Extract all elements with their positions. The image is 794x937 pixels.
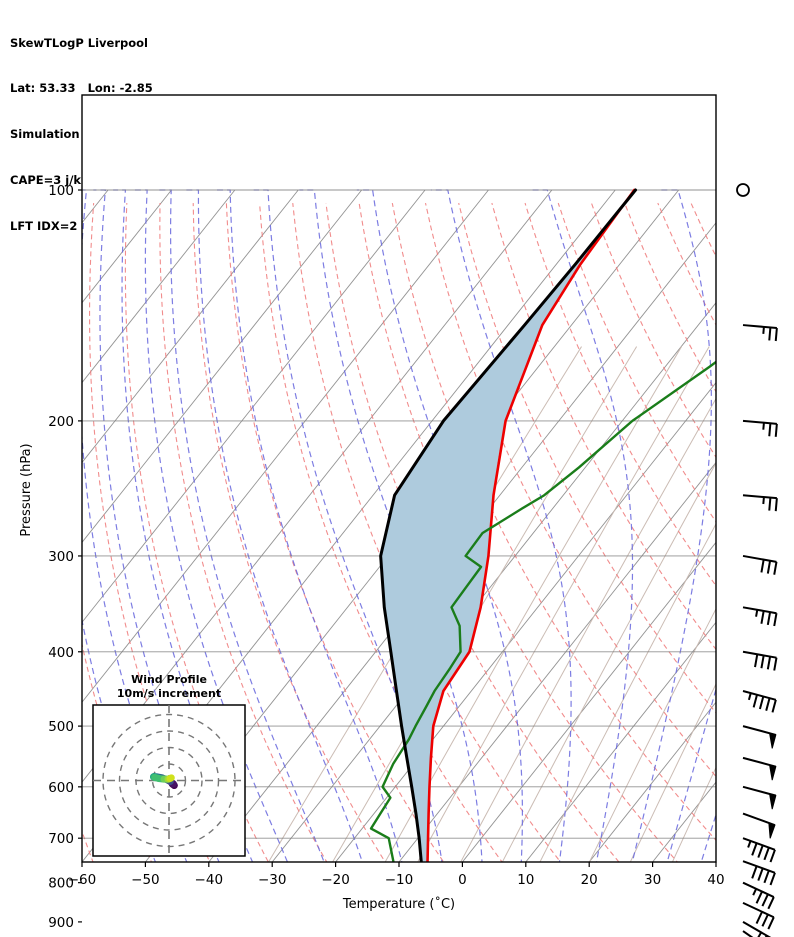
- wind-barb: [742, 725, 777, 749]
- pressure-tick-label: 300: [48, 549, 74, 565]
- pressure-tick-label: 800: [48, 876, 74, 892]
- pressure-axis: 1002003004005006007008009001000: [48, 183, 82, 931]
- wind-barb: [742, 324, 778, 342]
- temperature-tick-label: −50: [131, 872, 160, 888]
- cape-shaded-area: [380, 199, 628, 862]
- pressure-tick-label: 600: [48, 780, 74, 796]
- temperature-tick-label: −20: [321, 872, 350, 888]
- wind-barb: [742, 756, 777, 781]
- temperature-tick-label: 20: [581, 872, 598, 888]
- temperature-axis: −60 −50 −40 −30 −20 −10 0 10 20 30 40: [68, 862, 725, 888]
- temperature-tick-label: 10: [517, 872, 534, 888]
- temperature-tick-label: 40: [707, 872, 724, 888]
- y-axis-label: Pressure (hPa): [19, 443, 34, 536]
- temperature-tick-label: 0: [458, 872, 467, 888]
- wind-profile-title-line1: Wind Profile: [131, 673, 207, 686]
- temperature-tick-label: −10: [385, 872, 414, 888]
- wind-barb: [742, 419, 778, 437]
- pressure-tick-label: 400: [48, 645, 74, 661]
- header-line-title: SkewTLogP Liverpool: [10, 35, 148, 50]
- wind-barbs: [736, 183, 778, 937]
- wind-barb: [742, 860, 776, 886]
- pressure-tick-label: 200: [48, 414, 74, 430]
- wind-barb: [742, 690, 777, 713]
- wind-barb: [742, 930, 754, 937]
- wind-barb: [742, 812, 776, 839]
- hodograph-content: [93, 705, 245, 856]
- wind-barb: [742, 785, 777, 810]
- pressure-tick-label: 500: [48, 719, 74, 735]
- temperature-tick-label: −30: [258, 872, 287, 888]
- wind-barb: [742, 881, 775, 910]
- x-axis-label: Temperature (˚C): [342, 896, 455, 912]
- temperature-tick-label: −40: [195, 872, 224, 888]
- wind-profile-title-line2: 10m/s increment: [117, 687, 221, 700]
- wind-barb: [742, 921, 772, 937]
- wind-barb: [742, 650, 778, 671]
- wind-barb: [742, 554, 778, 575]
- header-line-latlon: Lat: 53.33 Lon: -2.85: [10, 81, 153, 96]
- wind-barb: [742, 901, 775, 930]
- temperature-tick-label: 30: [644, 872, 661, 888]
- wind-barb: [742, 494, 778, 512]
- pressure-tick-label: 900: [48, 915, 74, 931]
- pressure-tick-label: 100: [48, 183, 74, 199]
- pressure-tick-label: 700: [48, 831, 74, 847]
- wind-barb: [742, 837, 776, 863]
- sounding-curves: [369, 188, 716, 862]
- wind-barb: [742, 606, 778, 627]
- temperature-tick-label: −60: [68, 872, 97, 888]
